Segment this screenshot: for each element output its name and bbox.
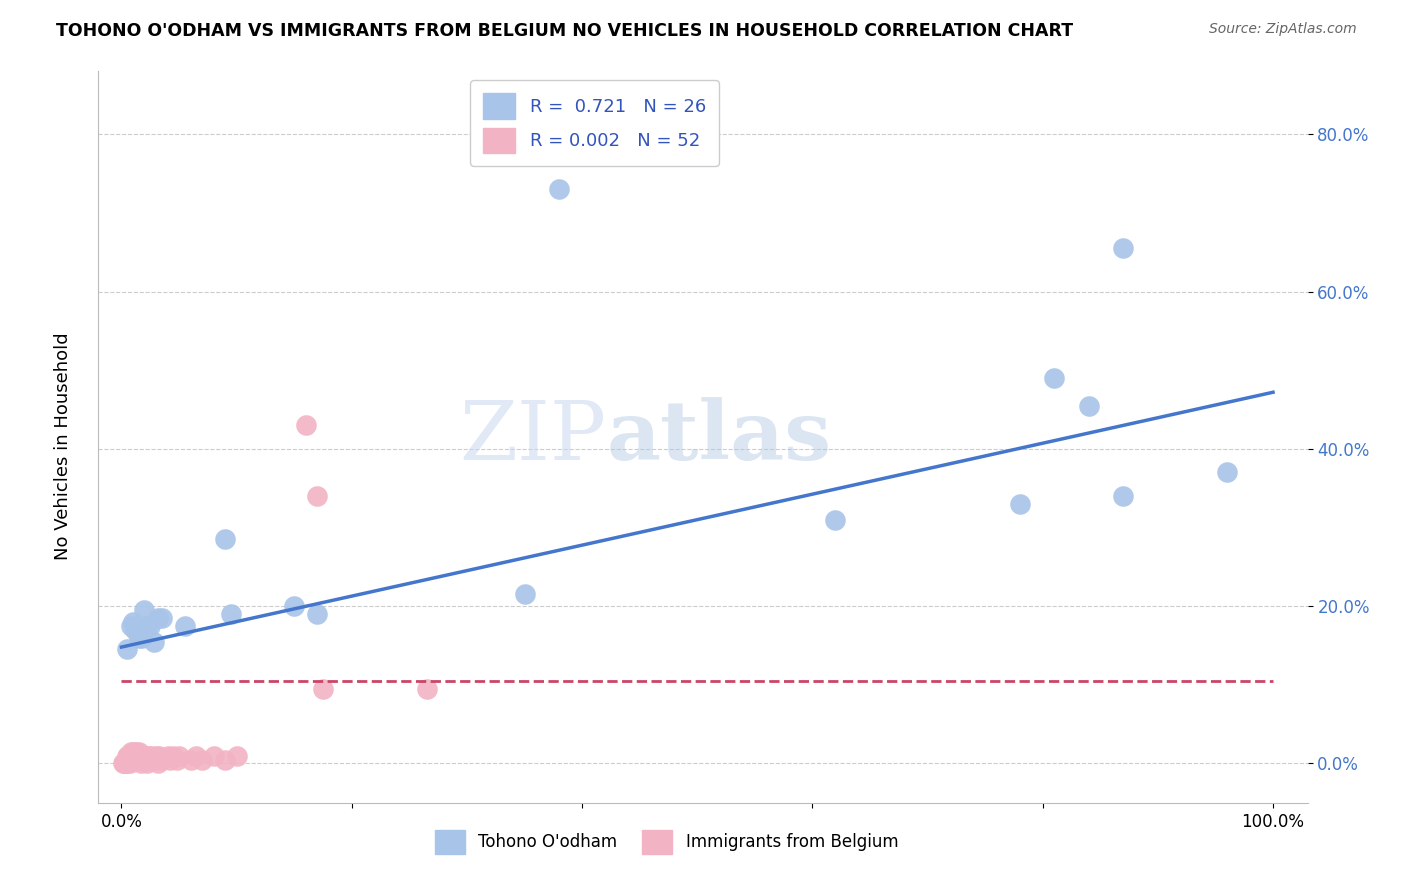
Point [307, 607, 329, 621]
Point [125, 745, 148, 759]
Point [115, 748, 138, 763]
Point [131, 631, 153, 645]
Point [148, 611, 170, 625]
Point [214, 533, 236, 547]
Point [127, 748, 149, 763]
Text: No Vehicles in Household: No Vehicles in Household [55, 332, 72, 560]
Point [120, 619, 142, 633]
Point [1008, 497, 1031, 511]
Point [125, 753, 148, 767]
Point [307, 489, 329, 503]
Point [124, 623, 146, 637]
Text: TOHONO O'ODHAM VS IMMIGRANTS FROM BELGIUM NO VEHICLES IN HOUSEHOLD CORRELATION C: TOHONO O'ODHAM VS IMMIGRANTS FROM BELGIU… [56, 22, 1073, 40]
Point [121, 748, 143, 763]
Point [114, 756, 136, 771]
Point [1112, 489, 1135, 503]
Point [139, 753, 162, 767]
Point [180, 753, 202, 767]
Point [824, 513, 846, 527]
Point [135, 756, 157, 771]
Point [128, 748, 150, 763]
Point [167, 748, 190, 763]
Point [135, 748, 157, 763]
Point [294, 418, 316, 433]
Point [115, 756, 138, 771]
Point [117, 748, 139, 763]
Point [122, 753, 145, 767]
Point [141, 748, 163, 763]
Point [1043, 371, 1066, 385]
Point [132, 748, 155, 763]
Point [148, 748, 170, 763]
Point [150, 753, 173, 767]
Point [124, 748, 146, 763]
Point [122, 753, 145, 767]
Point [548, 182, 571, 196]
Point [150, 611, 173, 625]
Point [122, 615, 145, 629]
Point [131, 753, 153, 767]
Point [142, 634, 165, 648]
Point [166, 753, 188, 767]
Point [312, 681, 335, 696]
Point [120, 753, 142, 767]
Point [115, 756, 138, 771]
Point [283, 599, 305, 614]
Point [214, 753, 236, 767]
Point [128, 631, 150, 645]
Point [122, 745, 145, 759]
Point [159, 753, 181, 767]
Point [134, 753, 156, 767]
Point [129, 756, 152, 771]
Point [120, 745, 142, 759]
Point [225, 748, 247, 763]
Point [1216, 466, 1239, 480]
Point [115, 642, 138, 657]
Point [117, 753, 139, 767]
Point [118, 756, 141, 771]
Legend: Tohono O'odham, Immigrants from Belgium: Tohono O'odham, Immigrants from Belgium [429, 823, 905, 860]
Point [128, 753, 150, 767]
Point [173, 619, 195, 633]
Point [112, 756, 135, 771]
Point [202, 748, 225, 763]
Text: ZIP: ZIP [460, 397, 606, 477]
Point [139, 619, 162, 633]
Point [118, 748, 141, 763]
Point [136, 748, 159, 763]
Point [1112, 241, 1135, 255]
Point [148, 756, 170, 771]
Text: atlas: atlas [606, 397, 831, 477]
Point [156, 748, 179, 763]
Point [186, 748, 208, 763]
Point [128, 745, 150, 759]
Point [142, 753, 165, 767]
Point [219, 607, 242, 621]
Point [135, 619, 157, 633]
Point [162, 748, 184, 763]
Point [1077, 399, 1099, 413]
Point [191, 753, 214, 767]
Point [415, 681, 437, 696]
Text: Source: ZipAtlas.com: Source: ZipAtlas.com [1209, 22, 1357, 37]
Point [513, 587, 536, 601]
Point [134, 603, 156, 617]
Point [145, 748, 167, 763]
Point [111, 756, 134, 771]
